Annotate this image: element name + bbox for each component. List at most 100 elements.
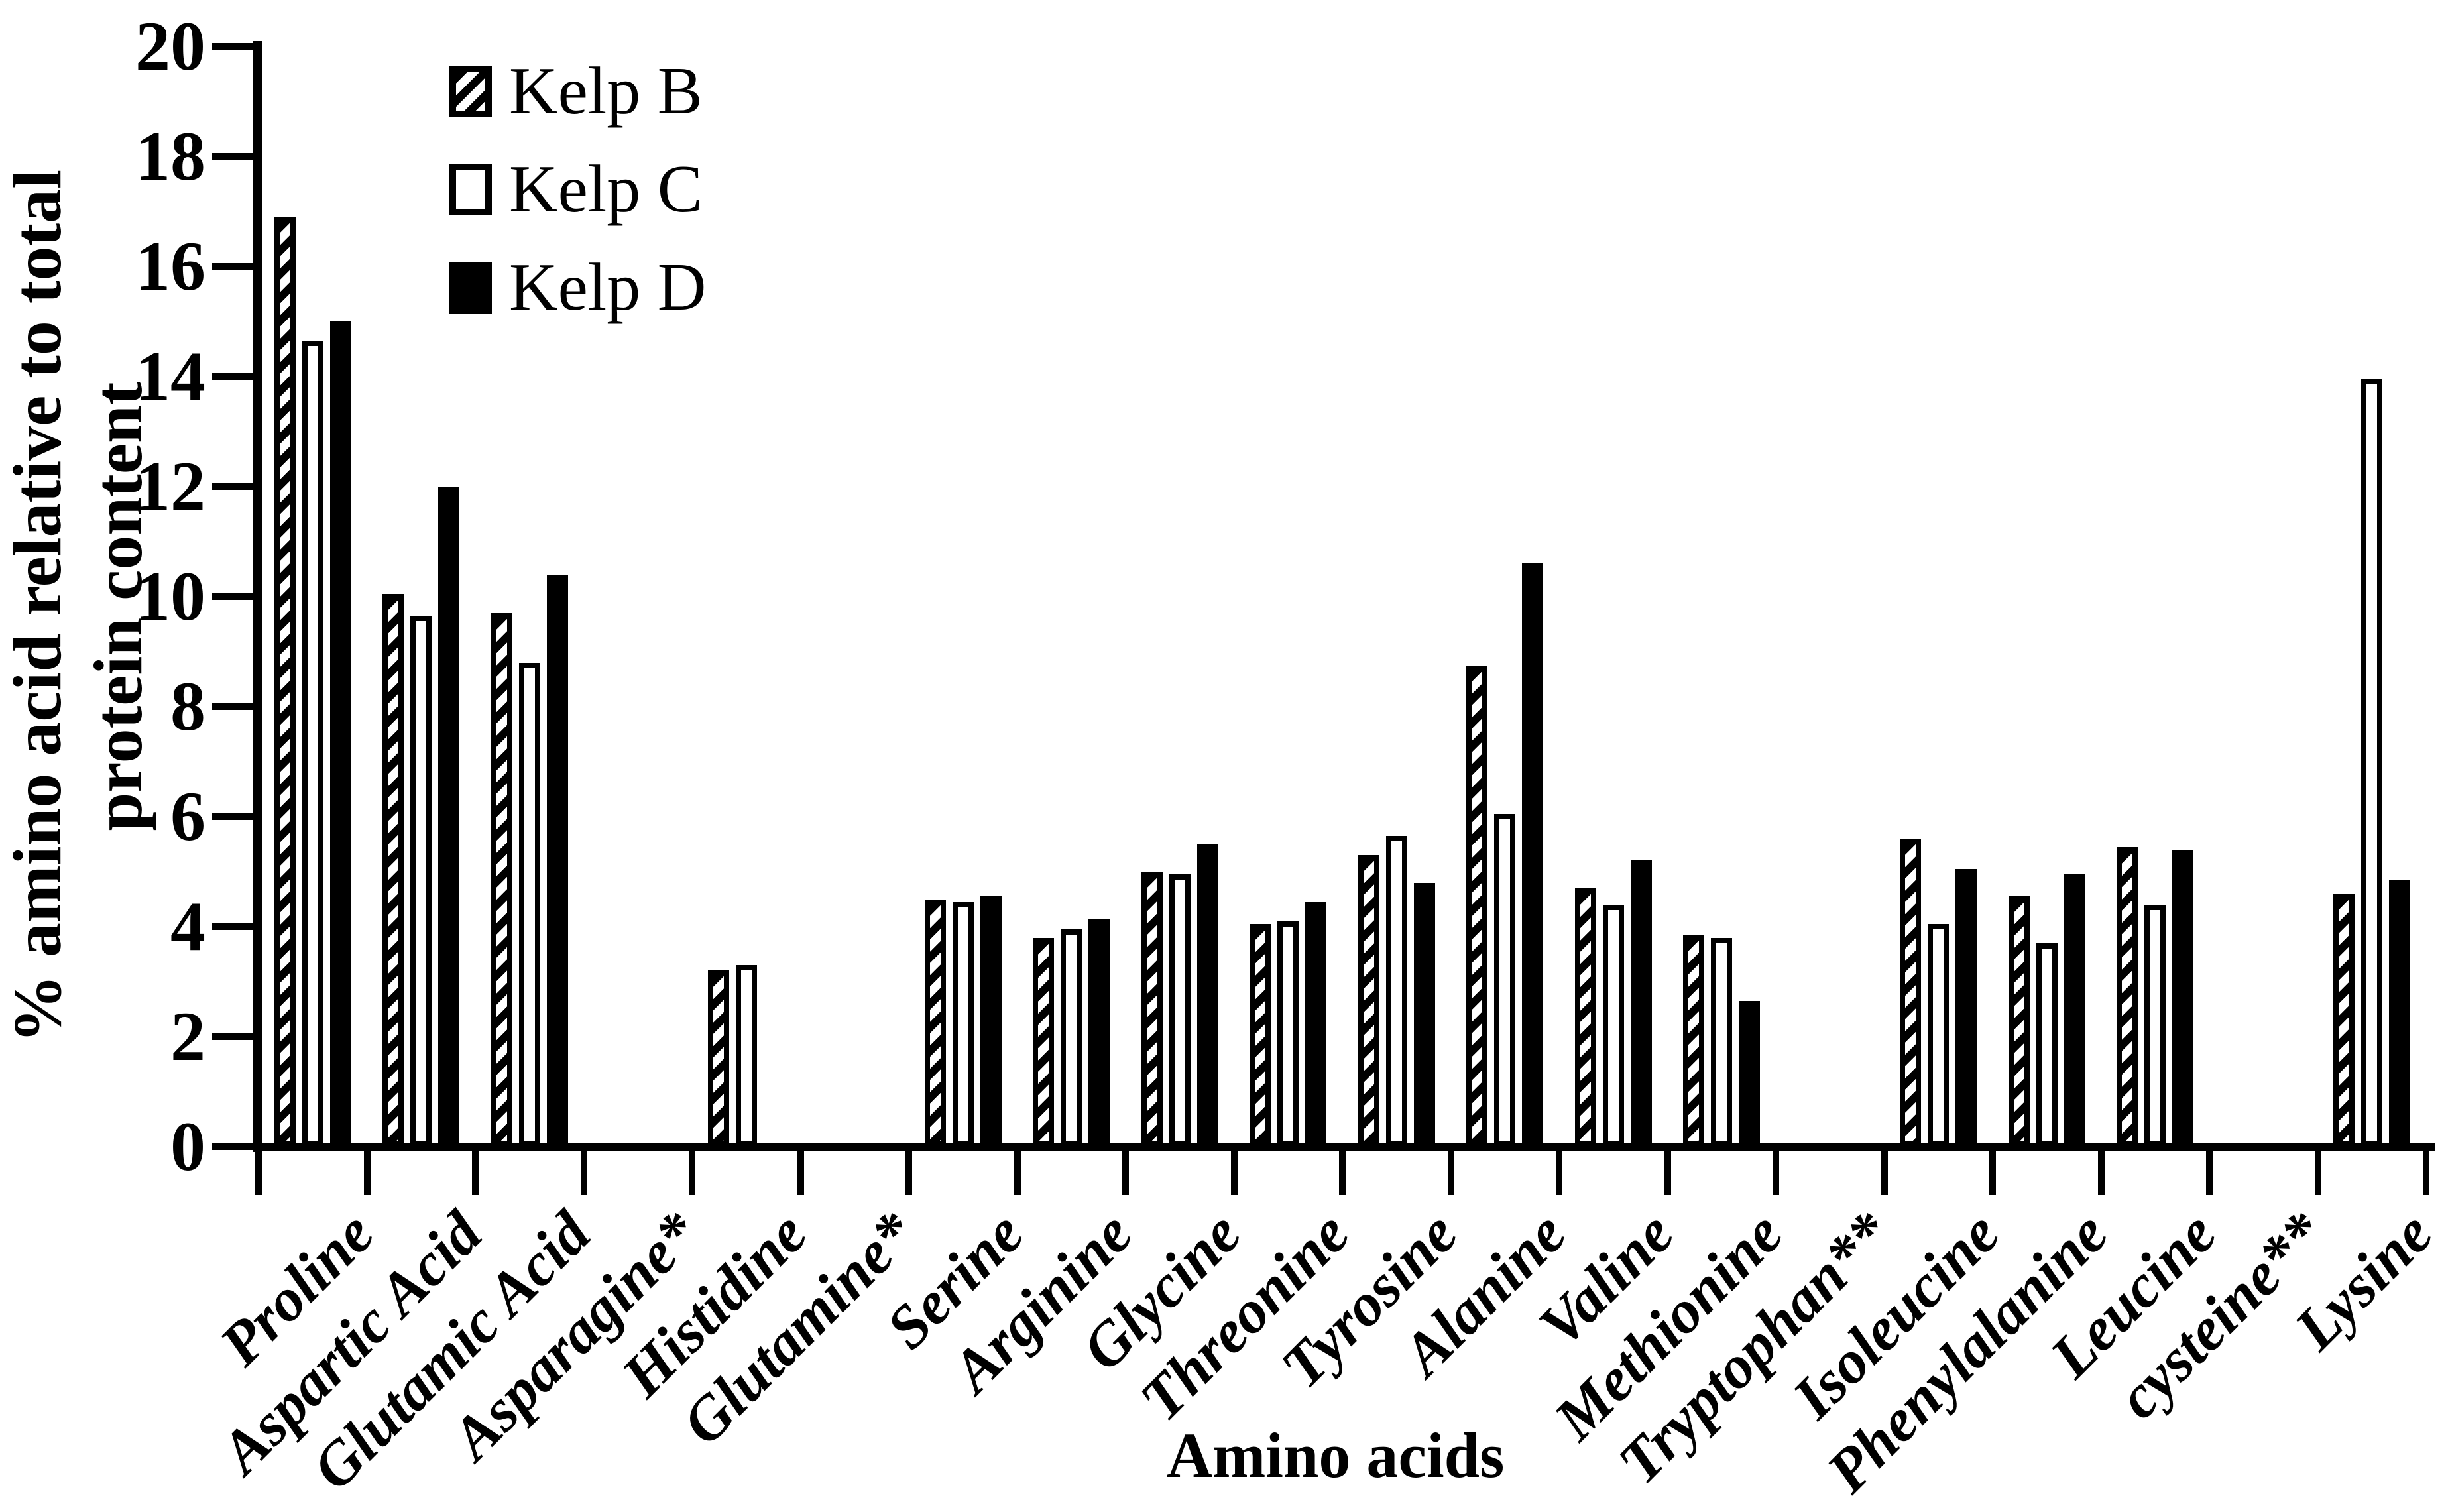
- y-tick-0: [212, 1143, 257, 1150]
- bar-kelp-b-glycine: [1141, 872, 1163, 1147]
- x-tick-6: [905, 1150, 912, 1195]
- y-tick-label-2: 2: [170, 998, 205, 1075]
- bar-kelp-c-threonine: [1277, 921, 1299, 1147]
- legend-label: Kelp B: [509, 54, 703, 129]
- x-tick-8: [1122, 1150, 1129, 1195]
- x-tick-5: [797, 1150, 804, 1195]
- y-axis-line: [253, 41, 262, 1152]
- bar-kelp-d-methionine: [1739, 1001, 1761, 1147]
- bar-kelp-c-leucine: [2144, 904, 2166, 1147]
- bar-kelp-c-alanine: [1494, 813, 1516, 1147]
- bar-kelp-d-glycine: [1196, 844, 1218, 1147]
- y-tick-label-4: 4: [170, 888, 205, 965]
- x-tick-12: [1556, 1150, 1562, 1195]
- y-tick-label-18: 18: [135, 117, 205, 195]
- x-tick-2: [472, 1150, 479, 1195]
- x-tick-7: [1014, 1150, 1021, 1195]
- bar-kelp-b-proline: [274, 217, 296, 1147]
- y-tick-label-12: 12: [135, 447, 205, 525]
- bar-kelp-d-glutamicacid: [546, 574, 568, 1147]
- y-tick-4: [212, 923, 257, 930]
- legend-row-kelp-c: Kelp C: [449, 156, 706, 223]
- y-tick-label-0: 0: [170, 1108, 205, 1185]
- bar-kelp-d-proline: [329, 321, 351, 1147]
- bar-kelp-b-valine: [1574, 888, 1596, 1147]
- bar-kelp-d-valine: [1630, 860, 1652, 1147]
- x-tick-9: [1230, 1150, 1238, 1195]
- x-tick-20: [2423, 1150, 2429, 1195]
- bar-kelp-c-methionine: [1711, 937, 1733, 1147]
- bar-kelp-b-tyrosine: [1358, 855, 1379, 1147]
- legend-row-kelp-b: Kelp B: [449, 58, 706, 125]
- y-tick-8: [212, 703, 257, 710]
- bar-kelp-b-leucine: [2117, 846, 2138, 1147]
- bar-kelp-d-alanine: [1522, 563, 1544, 1147]
- bar-kelp-c-glycine: [1169, 874, 1191, 1147]
- bar-kelp-c-glutamicacid: [518, 662, 540, 1147]
- bar-kelp-c-histidine: [735, 965, 757, 1147]
- bar-kelp-b-glutamicacid: [491, 612, 512, 1147]
- legend-label: Kelp D: [509, 250, 707, 325]
- bar-kelp-b-asparticacid: [382, 593, 404, 1147]
- x-axis-line: [253, 1143, 2435, 1151]
- bar-kelp-c-arginine: [1061, 929, 1082, 1147]
- x-tick-19: [2314, 1150, 2321, 1195]
- y-tick-2: [212, 1033, 257, 1040]
- y-tick-16: [212, 263, 257, 270]
- bar-kelp-d-tyrosine: [1413, 882, 1435, 1147]
- bar-kelp-b-serine: [924, 899, 946, 1147]
- y-tick-6: [212, 813, 257, 820]
- x-tick-18: [2206, 1150, 2213, 1195]
- bar-kelp-d-isoleucine: [1955, 868, 1977, 1147]
- y-tick-label-10: 10: [135, 557, 205, 635]
- legend-swatch-black-icon: [449, 262, 492, 314]
- bar-kelp-b-alanine: [1466, 665, 1488, 1147]
- y-tick-label-20: 20: [135, 7, 205, 85]
- bar-kelp-c-valine: [1602, 904, 1624, 1147]
- bar-kelp-d-leucine: [2172, 849, 2194, 1147]
- x-tick-0: [255, 1150, 262, 1195]
- legend-swatch-hatch-icon: [449, 66, 492, 117]
- x-tick-14: [1773, 1150, 1779, 1195]
- x-tick-3: [580, 1150, 587, 1195]
- bar-kelp-c-phenylalanine: [2036, 943, 2058, 1147]
- bar-kelp-b-histidine: [707, 970, 729, 1147]
- x-tick-13: [1664, 1150, 1671, 1195]
- bar-kelp-d-arginine: [1088, 918, 1110, 1147]
- bar-kelp-b-lysine: [2333, 894, 2355, 1147]
- legend-swatch-white-icon: [449, 164, 492, 215]
- bar-kelp-b-threonine: [1250, 923, 1271, 1147]
- bar-kelp-c-lysine: [2361, 379, 2383, 1147]
- bar-kelp-d-threonine: [1305, 901, 1327, 1147]
- x-tick-16: [1989, 1150, 1996, 1195]
- bar-kelp-b-arginine: [1033, 937, 1055, 1147]
- y-tick-10: [212, 593, 257, 600]
- bar-kelp-d-asparticacid: [438, 487, 460, 1147]
- y-tick-label-6: 6: [170, 778, 205, 855]
- y-tick-18: [212, 153, 257, 160]
- y-tick-label-14: 14: [135, 337, 205, 415]
- x-axis-title: Amino acids: [1167, 1420, 1505, 1491]
- legend-row-kelp-d: Kelp D: [449, 254, 706, 321]
- y-tick-label-8: 8: [170, 668, 205, 745]
- bar-kelp-b-phenylalanine: [2008, 896, 2030, 1147]
- bar-kelp-c-tyrosine: [1385, 836, 1407, 1147]
- legend: Kelp B Kelp C Kelp D: [449, 58, 706, 359]
- x-tick-4: [689, 1150, 695, 1195]
- bar-kelp-c-asparticacid: [410, 616, 432, 1147]
- bar-kelp-d-serine: [980, 896, 1002, 1147]
- y-tick-20: [212, 43, 257, 50]
- y-tick-label-16: 16: [135, 227, 205, 305]
- x-tick-15: [1881, 1150, 1888, 1195]
- bar-kelp-b-isoleucine: [1900, 839, 1922, 1147]
- bar-kelp-d-lysine: [2389, 880, 2411, 1147]
- x-tick-11: [1447, 1150, 1454, 1195]
- x-tick-10: [1339, 1150, 1346, 1195]
- x-tick-17: [2097, 1150, 2105, 1195]
- bar-kelp-d-phenylalanine: [2064, 874, 2085, 1147]
- bar-kelp-c-proline: [302, 341, 323, 1147]
- x-tick-1: [363, 1150, 371, 1195]
- bar-kelp-c-serine: [952, 901, 974, 1147]
- y-tick-14: [212, 373, 257, 380]
